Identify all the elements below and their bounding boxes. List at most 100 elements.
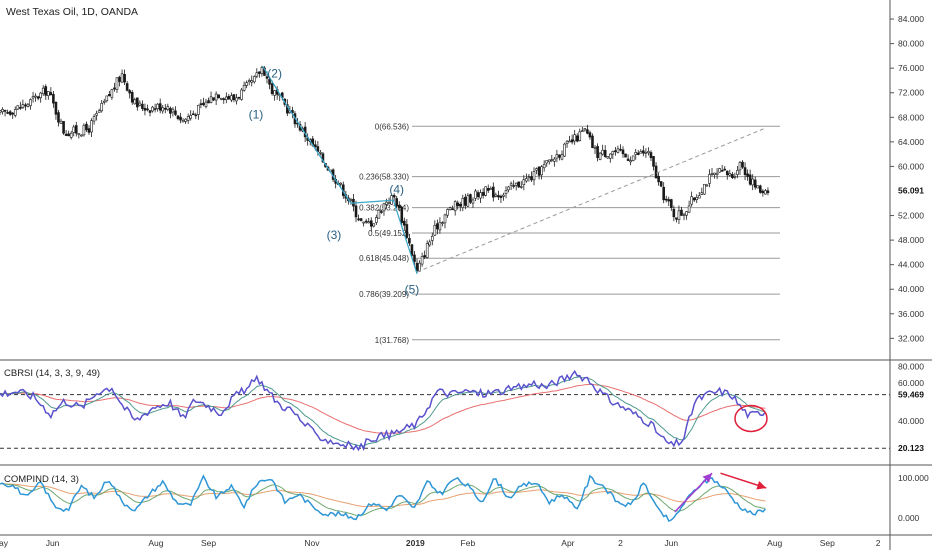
price-tick-label: 36.000 (898, 309, 924, 319)
x-axis-label: Nov (304, 538, 320, 548)
candle-body (255, 72, 259, 77)
candle-body (418, 262, 421, 272)
candle-body (504, 190, 508, 194)
candle-body (608, 153, 612, 159)
candle-body (230, 95, 233, 101)
candle-body (733, 176, 737, 178)
candle-body (39, 92, 42, 98)
candle-body (349, 199, 353, 202)
price-tick-label: 64.000 (898, 137, 924, 147)
candle-body (415, 262, 419, 271)
candle-body (458, 203, 462, 207)
candle-body (667, 199, 671, 202)
candle-body (59, 120, 63, 124)
candle-body (448, 207, 452, 210)
candle-body (631, 155, 635, 161)
candle-body (486, 188, 490, 191)
overlay-layer: (2) (1) (3) (4) (5) (249, 66, 767, 297)
compind-up-arrow (674, 472, 713, 513)
candle-body (204, 101, 208, 107)
candle-body (575, 135, 579, 142)
candle-body (207, 100, 210, 104)
candle-body (634, 152, 638, 155)
candle-body (11, 112, 15, 115)
candle-body (453, 201, 457, 211)
candle-body (545, 160, 549, 164)
candle-body (29, 99, 32, 107)
candle-body (357, 218, 360, 221)
candle-body (197, 104, 200, 115)
candle-body (581, 130, 584, 133)
candle-body (705, 184, 709, 187)
compind-tick-label: 0.000 (898, 513, 920, 523)
x-axis-label: Sep (820, 538, 835, 548)
candle-body (598, 152, 602, 160)
candle-body (36, 96, 40, 99)
candle-body (725, 170, 729, 176)
candle-body (400, 206, 404, 223)
candle-body (687, 205, 691, 213)
cbrsi-tick-label: 40.000 (898, 416, 924, 426)
candle-body (77, 133, 81, 135)
candle-body (428, 241, 432, 246)
x-axis-label: Apr (561, 538, 574, 548)
fib-layer: 0(66.536)0.236(58.330)0.382(53.284)0.5(4… (359, 122, 780, 345)
cbrsi-tick-label: 80.000 (898, 362, 924, 372)
candle-body (748, 174, 752, 185)
candle-body (657, 175, 660, 183)
candle-body (148, 110, 152, 113)
candle-body (44, 86, 48, 96)
candle-body (474, 190, 477, 199)
candle-body (67, 133, 70, 137)
candle-body (542, 164, 546, 169)
candle-body (423, 255, 426, 258)
candle-body (718, 168, 721, 173)
candle-body (596, 146, 599, 159)
candle-body (591, 135, 594, 148)
candle-body (380, 211, 383, 213)
candle-body (364, 220, 368, 223)
candle-body (90, 120, 93, 133)
candle-body (446, 209, 449, 216)
candle-body (764, 190, 767, 195)
candle-body (720, 170, 724, 172)
candle-body (514, 182, 518, 186)
candle-body (120, 73, 124, 83)
candle-body (354, 205, 358, 218)
candle-body (476, 192, 480, 197)
elliott-wave-path (262, 66, 418, 275)
candle-body (756, 185, 760, 189)
candle-body (260, 67, 264, 74)
candle-body (680, 209, 683, 216)
candle-body (179, 116, 182, 121)
candle-body (751, 178, 754, 186)
candle-body (626, 158, 630, 161)
candle-body (761, 190, 765, 194)
candle-body (222, 98, 226, 101)
cbrsi-level-label: 59.469 (898, 390, 924, 400)
candle-body (247, 80, 251, 83)
candle-body (766, 190, 770, 193)
candle-body (62, 121, 65, 134)
price-tick-label: 48.000 (898, 235, 924, 245)
candle-body (21, 104, 25, 108)
price-tick-label: 76.000 (898, 63, 924, 73)
candle-body (87, 128, 91, 133)
candle-body (593, 147, 597, 150)
candle-body (375, 217, 378, 223)
candle-body (558, 154, 561, 158)
candle-body (741, 161, 744, 168)
price-tick-label: 72.000 (898, 88, 924, 98)
candle-body (606, 156, 610, 159)
candle-body (527, 176, 531, 179)
candle-body (49, 92, 53, 96)
compind-tick-label: 100.000 (898, 473, 929, 483)
candle-body (682, 213, 686, 216)
candle-body (512, 185, 515, 187)
last-price-label: 56.091 (898, 185, 924, 195)
candle-body (245, 82, 248, 86)
candle-body (736, 170, 739, 175)
candle-body (677, 210, 681, 221)
